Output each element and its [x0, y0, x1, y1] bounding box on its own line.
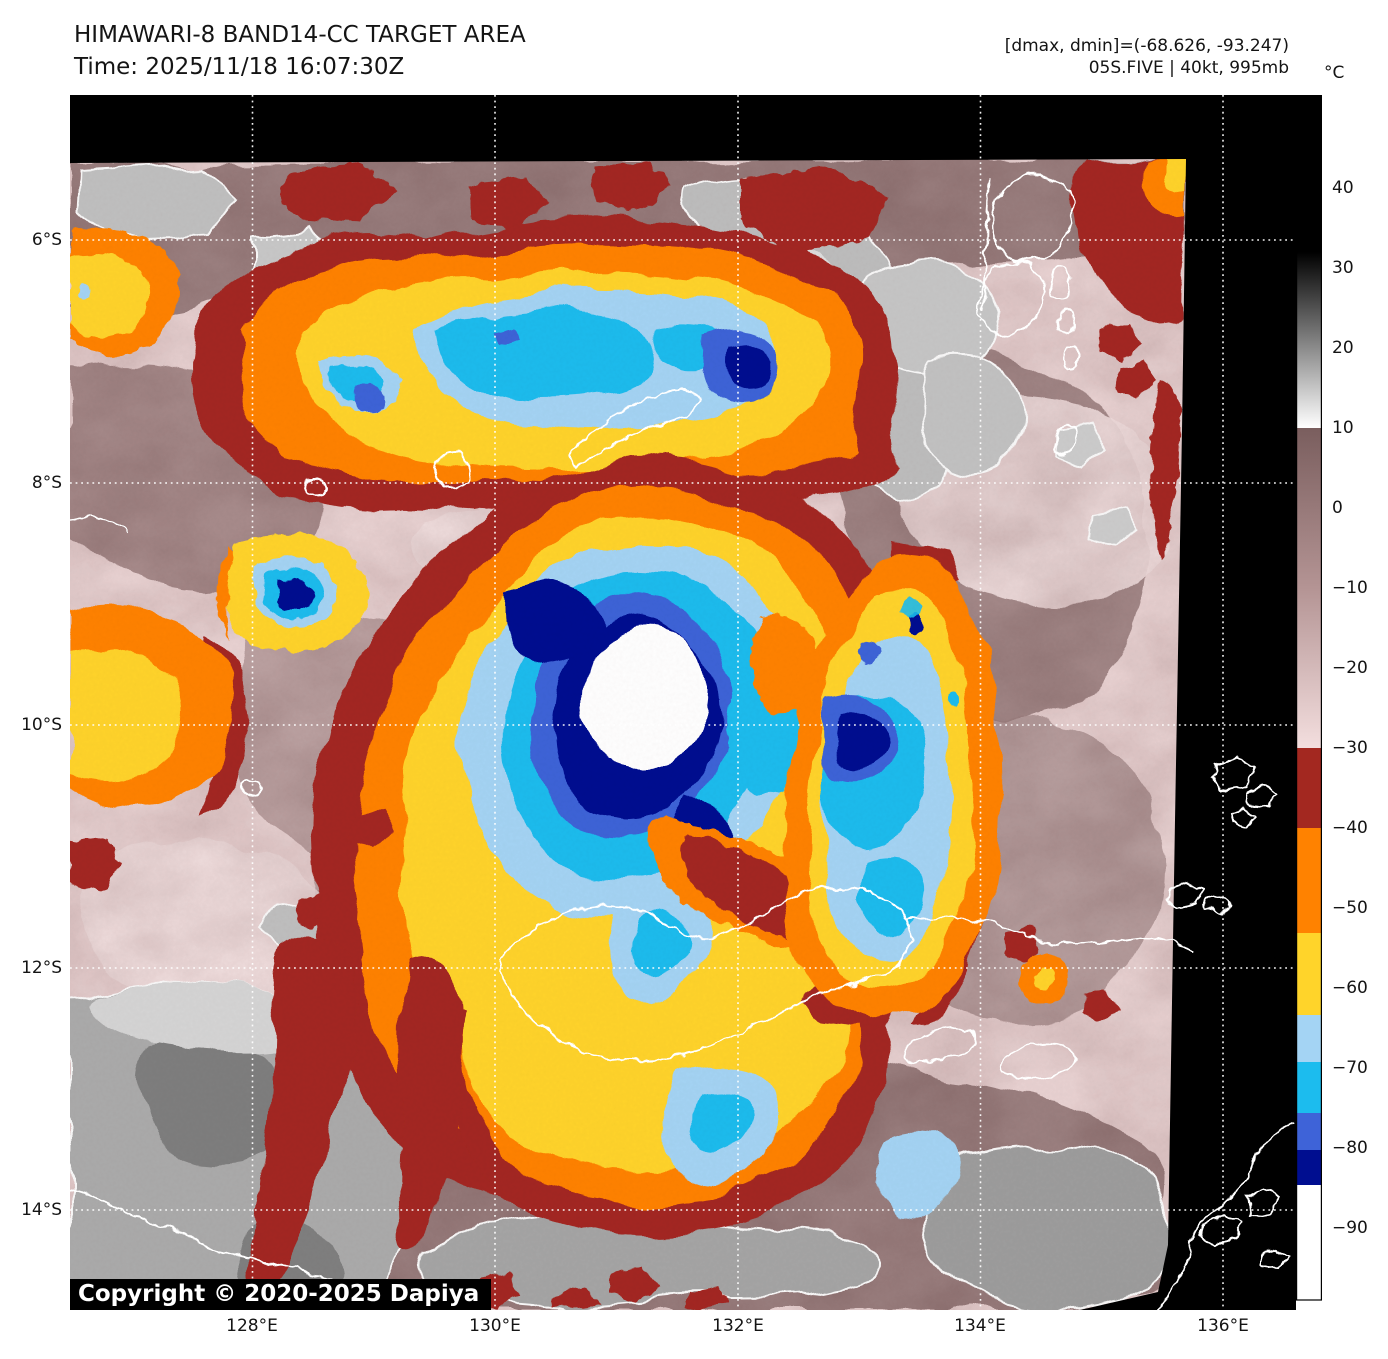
islet-1: [305, 477, 325, 497]
cb-tick-m20: −20: [1332, 658, 1368, 678]
cb-tick-m70: −70: [1332, 1058, 1368, 1078]
y-tick-6s: 6°S: [31, 230, 62, 250]
x-tick-130e: 130°E: [469, 1316, 521, 1336]
cb-tick-20: 20: [1332, 338, 1354, 358]
coastline-timor: [499, 886, 914, 1062]
islet-2: [240, 778, 260, 798]
cb-tick-m40: −40: [1332, 818, 1368, 838]
y-tick-10s: 10°S: [21, 715, 62, 735]
coastline-east-of-timor: [905, 916, 1193, 953]
cb-tick-m60: −60: [1332, 978, 1368, 998]
timestamp: Time: 2025/11/18 16:07:30Z: [74, 54, 405, 80]
coastline-left-edge: [70, 516, 125, 533]
island-round: [434, 452, 470, 488]
page-title: HIMAWARI-8 BAND14-CC TARGET AREA: [74, 22, 526, 48]
satellite-map: [70, 95, 1296, 1310]
island-south-2: [1001, 1044, 1079, 1080]
island-wetar: [570, 390, 702, 471]
x-tick-136e: 136°E: [1197, 1316, 1249, 1336]
cb-tick-40: 40: [1332, 178, 1354, 198]
data-swath: [70, 159, 1186, 1310]
storm-id-intensity: 05S.FIVE | 40kt, 995mb: [1088, 58, 1289, 78]
island-south-1: [904, 1027, 976, 1063]
copyright-watermark: Copyright © 2020-2025 Dapiya: [70, 1279, 492, 1310]
cb-tick-10: 10: [1332, 418, 1354, 438]
x-tick-134e: 134°E: [954, 1316, 1006, 1336]
fine-grain-texture: [70, 159, 1186, 1310]
colorbar: [1296, 95, 1322, 1301]
islands-tanimbar: [1165, 756, 1279, 915]
x-tick-132e: 132°E: [712, 1316, 764, 1336]
y-tick-12s: 12°S: [21, 958, 62, 978]
cb-tick-m30: −30: [1332, 738, 1368, 758]
islands-northeast: [979, 174, 1079, 458]
colorbar-segments: [1296, 95, 1322, 1300]
x-tick-128e: 128°E: [226, 1316, 278, 1336]
colorbar-unit-label: °C: [1324, 63, 1345, 83]
coastline-australia: [1159, 1124, 1296, 1310]
colorbar-frame: [1296, 95, 1322, 1301]
cb-tick-30: 30: [1332, 258, 1354, 278]
dmax-dmin-readout: [dmax, dmin]=(-68.626, -93.247): [1004, 36, 1289, 56]
cb-tick-m50: −50: [1332, 898, 1368, 918]
graticule: [70, 95, 1296, 1310]
y-tick-14s: 14°S: [21, 1200, 62, 1220]
cb-tick-0: 0: [1332, 498, 1343, 518]
cb-tick-m10: −10: [1332, 578, 1368, 598]
cb-tick-m90: −90: [1332, 1218, 1368, 1238]
y-tick-8s: 8°S: [31, 473, 62, 493]
cb-tick-m80: −80: [1332, 1138, 1368, 1158]
